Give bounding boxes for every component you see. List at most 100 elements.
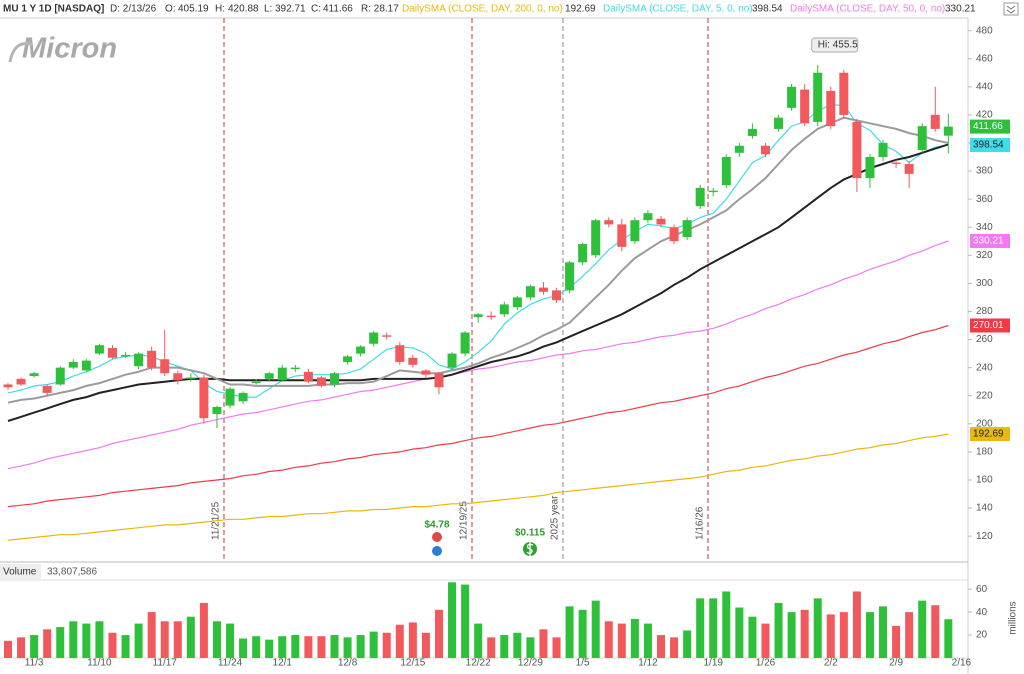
- legend-name: DailySMA (CLOSE, DAY, 5, 0, no): [603, 4, 753, 15]
- candle-body: [408, 357, 418, 365]
- candle-body: [774, 117, 784, 129]
- legend-name: DailySMA (CLOSE, DAY, 50, 0, no): [790, 4, 945, 15]
- candle-body: [904, 164, 914, 174]
- candle-body: [787, 86, 797, 108]
- candle-body: [512, 297, 522, 308]
- low-value: 392.71: [275, 4, 306, 15]
- logo-swoosh: [8, 41, 33, 63]
- price-box-label: 330.21: [973, 236, 1004, 247]
- y-tick-label: 40: [976, 607, 988, 618]
- x-tick-label: 11/17: [153, 658, 178, 669]
- volume-bar: [931, 605, 940, 658]
- y-tick-label: 180: [976, 447, 993, 458]
- y-tick-label: 360: [976, 194, 993, 205]
- y-tick-label: 200: [976, 418, 993, 429]
- collapse-icon[interactable]: [1003, 2, 1019, 16]
- volume-bar: [226, 623, 235, 658]
- price-box-label: 411.66: [973, 121, 1003, 132]
- volume-bar: [539, 629, 548, 658]
- x-tick-label: 12/22: [466, 658, 491, 669]
- volume-bar: [670, 637, 679, 658]
- volume-bar: [82, 623, 91, 658]
- candle-body: [290, 367, 300, 370]
- candle-body: [173, 373, 183, 381]
- candle-body: [617, 224, 627, 247]
- volume-bar: [565, 606, 574, 658]
- price-box-label: 192.69: [973, 429, 1004, 440]
- volume-bar: [356, 635, 365, 658]
- range: R: 28.17: [361, 4, 399, 15]
- candle-body: [3, 384, 13, 388]
- price-box-label: 270.01: [973, 320, 1004, 331]
- volume-bar: [748, 616, 757, 658]
- volume-bar: [330, 635, 339, 658]
- volume-bar: [173, 621, 182, 658]
- x-tick-label: 12/8: [338, 658, 358, 669]
- legend-value: 398.54: [752, 4, 783, 15]
- sma-line: [7, 240, 949, 470]
- candle-body: [160, 359, 170, 374]
- candle-body: [826, 91, 836, 127]
- high-value: 420.88: [228, 4, 259, 15]
- volume-bar: [252, 636, 261, 658]
- event-label: 1/16/26: [695, 506, 706, 540]
- volume-bar: [604, 621, 613, 658]
- y-axis-label: millions: [1008, 601, 1019, 634]
- candle-body: [356, 346, 366, 354]
- legend-name: DailySMA (CLOSE, DAY, 200, 0, no): [402, 4, 563, 15]
- volume-bar: [800, 609, 809, 658]
- y-tick-label: 120: [976, 531, 993, 542]
- legend-value: 192.69: [565, 4, 596, 15]
- x-tick-label: 12/29: [518, 658, 543, 669]
- volume-bar: [591, 600, 600, 658]
- volume-bar: [395, 624, 404, 658]
- candle-body: [460, 332, 470, 354]
- logo: Micron: [22, 33, 117, 65]
- candle-body: [943, 126, 953, 136]
- candle-body: [891, 162, 901, 165]
- volume-bar: [905, 612, 914, 658]
- candle-body: [930, 114, 940, 129]
- candle-body: [330, 373, 339, 385]
- date: D: 2/13/26: [110, 4, 157, 15]
- dividend-label: $4.78: [424, 520, 449, 531]
- candle-body: [447, 353, 457, 368]
- candle-body: [134, 353, 144, 367]
- x-tick-label: 11/3: [25, 658, 44, 669]
- volume-bar: [239, 638, 248, 658]
- y-tick-label: 280: [976, 306, 993, 317]
- candle-body: [578, 244, 588, 263]
- candle-body: [316, 377, 326, 386]
- x-tick-label: 11/10: [87, 658, 112, 669]
- y-tick-label: 20: [976, 630, 988, 641]
- volume-bar: [461, 584, 470, 658]
- volume-bar: [500, 635, 509, 658]
- volume-bar: [683, 630, 692, 658]
- volume-bar: [944, 619, 953, 658]
- event-label: 2025 year: [550, 495, 561, 540]
- candle-body: [878, 142, 888, 158]
- candle-body: [473, 314, 483, 318]
- volume-bar: [918, 600, 927, 658]
- candle-body: [630, 220, 640, 242]
- y-tick-label: 340: [976, 222, 993, 233]
- candle-body: [695, 187, 705, 207]
- candle-body: [591, 220, 601, 256]
- volume-bar: [852, 591, 861, 658]
- candle-body: [369, 332, 379, 344]
- volume-bar: [343, 637, 352, 658]
- volume-bar: [879, 606, 888, 658]
- volume-bar: [291, 635, 300, 658]
- candle-body: [42, 385, 52, 393]
- volume-bar: [813, 598, 822, 658]
- volume-bar: [186, 616, 195, 658]
- x-tick-label: 1/5: [576, 658, 590, 669]
- y-tick-label: 460: [976, 53, 993, 64]
- candle-body: [669, 227, 679, 242]
- candle-body: [538, 287, 548, 292]
- candle-body: [813, 72, 823, 122]
- volume-bar: [487, 637, 496, 658]
- candle-body: [68, 362, 78, 368]
- price-box: [970, 427, 1010, 442]
- volume-bar: [199, 602, 208, 658]
